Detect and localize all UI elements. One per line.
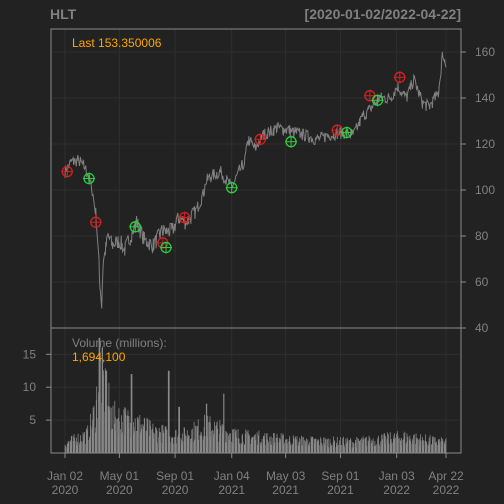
price-tick-label: 80 <box>475 229 489 243</box>
date-range: [2020-01-02/2022-04-22] <box>305 6 461 22</box>
sell-signal-marker <box>61 165 74 178</box>
sell-signal-marker <box>89 216 102 229</box>
buy-signal-marker <box>371 94 384 107</box>
sell-signal-marker <box>393 71 406 84</box>
volume-bars <box>64 337 447 453</box>
volume-tick-label: 15 <box>23 347 37 361</box>
price-tick-label: 160 <box>475 45 495 59</box>
volume-tick-label: 5 <box>29 413 36 427</box>
x-tick-label-date: Sep 01 <box>156 469 194 483</box>
price-tick-label: 120 <box>475 137 495 151</box>
volume-y-axis: 5 10 15 <box>23 347 51 427</box>
buy-signal-marker <box>83 172 96 185</box>
x-tick-label-year: 2022 <box>383 483 410 497</box>
x-tick-label-date: Sep 01 <box>321 469 359 483</box>
buy-signal-marker <box>129 220 142 233</box>
x-tick-label-year: 2021 <box>218 483 245 497</box>
signal-markers <box>61 71 406 254</box>
volume-last-value: 1,694,100 <box>72 350 126 364</box>
chart-title: HLT <box>50 6 77 22</box>
price-tick-label: 60 <box>475 275 489 289</box>
x-tick-label-year: 2022 <box>433 483 460 497</box>
price-tick-label: 100 <box>475 183 495 197</box>
volume-grid <box>51 353 461 421</box>
x-tick-label-date: May 01 <box>100 469 140 483</box>
x-tick-label-year: 2020 <box>162 483 189 497</box>
x-tick-label-year: 2020 <box>106 483 133 497</box>
x-tick-label-date: Jan 02 <box>47 469 83 483</box>
volume-tick-label: 10 <box>23 380 37 394</box>
x-tick-label-year: 2021 <box>272 483 299 497</box>
buy-signal-marker <box>160 241 173 254</box>
x-tick-label-year: 2020 <box>52 483 79 497</box>
price-y-axis: 40 60 80 100 120 140 160 <box>461 45 495 335</box>
buy-signal-marker <box>225 181 238 194</box>
sell-signal-marker <box>178 211 191 224</box>
x-tick-label-date: Jan 03 <box>379 469 415 483</box>
price-grid <box>51 29 461 453</box>
last-price-label: Last 153.350006 <box>72 36 162 50</box>
volume-panel <box>50 327 462 454</box>
buy-signal-marker <box>285 135 298 148</box>
sell-signal-marker <box>254 133 267 146</box>
buy-signal-marker <box>340 126 353 139</box>
volume-label: Volume (millions): <box>72 336 167 350</box>
price-tick-label: 140 <box>475 91 495 105</box>
x-tick-label-year: 2021 <box>327 483 354 497</box>
x-tick-label-date: Apr 22 <box>428 469 464 483</box>
x-tick-label-date: Jan 04 <box>214 469 250 483</box>
price-tick-label: 40 <box>475 321 489 335</box>
price-line <box>64 51 447 309</box>
x-tick-label-date: May 03 <box>266 469 306 483</box>
